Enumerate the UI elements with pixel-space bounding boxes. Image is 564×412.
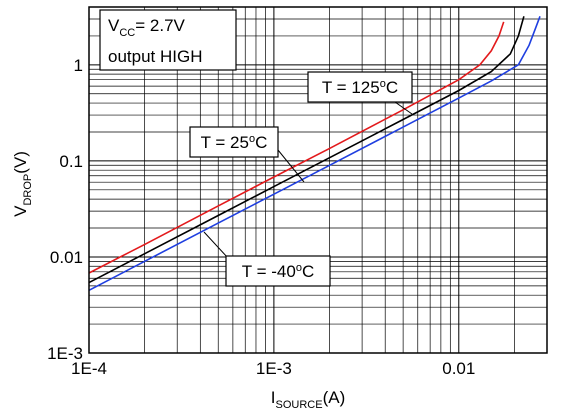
- callout-frame: [225, 255, 331, 287]
- y-tick-labels: 1E-3 0.01 0.1 1: [47, 56, 83, 363]
- x-tick-label: 1E-4: [71, 359, 107, 378]
- condition-vcc-value: = 2.7V: [135, 16, 185, 35]
- series-callouts: T = 125oC T = 25oC T = -40oC: [189, 71, 413, 287]
- series-label: T = 25oC: [201, 133, 268, 152]
- y-tick-label: 1: [74, 56, 83, 75]
- condition-vcc-sub: CC: [119, 27, 135, 39]
- condition-vcc-main: V: [108, 16, 120, 35]
- series-callout-2: T = 25oC: [189, 126, 305, 183]
- y-tick-label: 1E-3: [47, 344, 83, 363]
- series-line-1: [88, 21, 505, 274]
- y-axis-label: VDROP(V): [11, 151, 34, 217]
- y-tick-label: 0.1: [59, 152, 83, 171]
- callout-frame: [189, 126, 279, 158]
- y-tick-label: 0.01: [50, 248, 83, 267]
- series-callout-1: T = 125oC: [307, 71, 413, 115]
- y-axis-label-sub: DROP: [22, 174, 34, 206]
- series-label: T = -40oC: [242, 262, 314, 281]
- callout-frame: [307, 71, 413, 103]
- series-line-3: [88, 16, 541, 292]
- x-axis-label-main: I: [271, 388, 276, 407]
- series-layer: [88, 16, 541, 292]
- callout-leader: [203, 231, 229, 259]
- x-tick-labels: 1E-4 1E-3 0.01: [71, 359, 475, 378]
- x-axis-label: ISOURCE(A): [271, 388, 345, 411]
- y-axis-label-main: V: [11, 205, 30, 217]
- series-line-2: [88, 16, 525, 284]
- series-label: T = 125oC: [322, 78, 398, 97]
- x-tick-label: 1E-3: [256, 359, 292, 378]
- condition-vcc: VCC= 2.7V: [108, 16, 186, 39]
- x-axis-label-unit: (A): [323, 388, 346, 407]
- condition-box-frame: [99, 9, 237, 71]
- plot-frame: [88, 6, 548, 354]
- condition-box: VCC= 2.7V output HIGH: [99, 9, 237, 71]
- y-axis-label-unit: (V): [11, 151, 30, 174]
- x-axis-label-sub: SOURCE: [276, 399, 323, 411]
- condition-output: output HIGH: [108, 47, 203, 66]
- callout-leader: [277, 149, 305, 183]
- callout-leader: [394, 101, 413, 115]
- series-callout-3: T = -40oC: [203, 231, 331, 287]
- x-tick-label: 0.01: [442, 359, 475, 378]
